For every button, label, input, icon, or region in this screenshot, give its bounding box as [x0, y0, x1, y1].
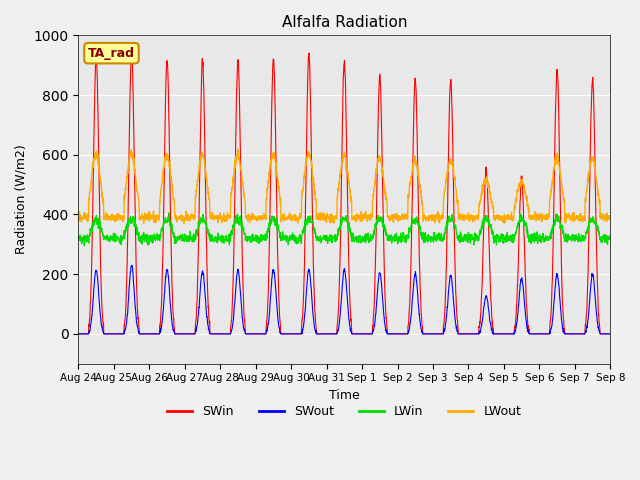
LWin — [75, 234, 83, 240]
SWin — [371, 269, 379, 275]
Text: TA_rad: TA_rad — [88, 47, 135, 60]
LWin — [165, 210, 173, 216]
LWout — [499, 219, 507, 225]
SWout — [223, 331, 231, 337]
Line: LWout: LWout — [79, 149, 611, 224]
SWout — [559, 327, 567, 333]
LWout — [560, 195, 568, 201]
SWout — [75, 331, 83, 337]
SWin — [499, 331, 507, 337]
LWout — [360, 216, 368, 221]
LWout — [223, 217, 231, 223]
SWout — [574, 331, 582, 337]
SWin — [574, 331, 582, 337]
SWout — [360, 331, 367, 337]
X-axis label: Time: Time — [329, 389, 360, 402]
LWout — [180, 221, 188, 227]
SWin — [75, 331, 83, 337]
LWin — [360, 236, 368, 241]
LWin — [223, 236, 231, 242]
SWout — [128, 263, 136, 268]
SWin — [223, 331, 231, 337]
SWin — [128, 48, 136, 54]
LWin — [607, 234, 614, 240]
LWout — [372, 172, 380, 178]
SWin — [559, 316, 567, 322]
LWin — [81, 243, 88, 249]
LWout — [75, 216, 83, 222]
Line: SWin: SWin — [79, 51, 611, 334]
Y-axis label: Radiation (W/m2): Radiation (W/m2) — [15, 144, 28, 254]
SWout — [499, 331, 507, 337]
LWin — [499, 235, 507, 241]
LWin — [560, 229, 568, 235]
LWout — [575, 216, 582, 221]
Line: SWout: SWout — [79, 265, 611, 334]
LWin — [372, 225, 380, 230]
SWin — [607, 331, 614, 337]
Line: LWin: LWin — [79, 213, 611, 246]
LWin — [575, 236, 582, 242]
LWout — [234, 146, 242, 152]
Title: Alfalfa Radiation: Alfalfa Radiation — [282, 15, 407, 30]
Legend: SWin, SWout, LWin, LWout: SWin, SWout, LWin, LWout — [163, 400, 526, 423]
SWin — [360, 331, 367, 337]
LWout — [607, 216, 614, 222]
SWout — [607, 331, 614, 337]
SWout — [371, 316, 379, 322]
